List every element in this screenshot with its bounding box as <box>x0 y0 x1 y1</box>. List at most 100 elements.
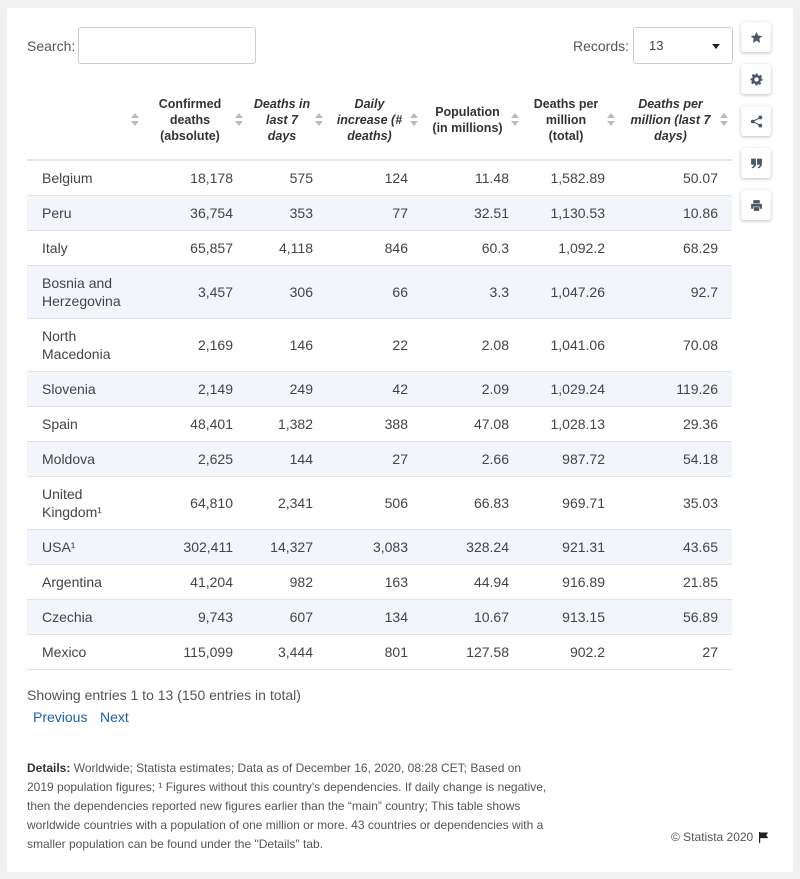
cell-deaths-7-days: 249 <box>247 371 327 407</box>
cell-deaths-per-million-7-days: 29.36 <box>619 406 732 442</box>
share-icon <box>750 115 762 127</box>
details-text: Worldwide; Statista estimates; Data as o… <box>27 761 547 851</box>
previous-button[interactable]: Previous <box>33 709 88 725</box>
sort-icon <box>410 113 418 127</box>
cell-deaths-7-days: 607 <box>247 599 327 635</box>
table-row: United Kingdom¹ 64,810 2,341 506 66.83 969.71… <box>27 476 732 530</box>
cell-population: 10.67 <box>422 599 523 635</box>
records-label: Records: <box>573 38 630 54</box>
column-header-deaths-7-days[interactable]: Deaths in last 7 days <box>247 80 327 161</box>
cell-daily-increase: 3,083 <box>327 529 422 565</box>
column-header-country[interactable] <box>27 80 143 161</box>
sort-icon <box>720 113 728 127</box>
search-label: Search: <box>27 38 76 54</box>
cell-deaths-7-days: 353 <box>247 195 327 231</box>
cell-deaths-per-million: 902.2 <box>523 634 619 670</box>
cell-country: United Kingdom¹ <box>27 476 143 530</box>
star-icon <box>750 31 762 43</box>
table-row: Belgium 18,178 575 124 11.48 1,582.89 50.07 <box>27 160 732 196</box>
cell-deaths-per-million-7-days: 56.89 <box>619 599 732 635</box>
cell-deaths-per-million: 1,047.26 <box>523 265 619 319</box>
cell-deaths-per-million-7-days: 43.65 <box>619 529 732 565</box>
next-button[interactable]: Next <box>100 709 129 725</box>
settings-button[interactable] <box>741 64 771 94</box>
sort-icon <box>131 113 139 127</box>
cell-deaths-per-million: 913.15 <box>523 599 619 635</box>
print-icon <box>750 199 762 211</box>
cell-daily-increase: 163 <box>327 564 422 600</box>
details-label: Details: <box>27 761 71 775</box>
favorite-button[interactable] <box>741 22 771 52</box>
cell-population: 32.51 <box>422 195 523 231</box>
cell-confirmed-deaths: 18,178 <box>143 160 247 196</box>
column-header-deaths-per-million[interactable]: Deaths per million (total) <box>523 80 619 161</box>
copyright: © Statista 2020 <box>671 830 769 844</box>
cell-population: 3.3 <box>422 265 523 319</box>
data-table: Confirmed deaths (absolute) Deaths in la… <box>27 80 732 670</box>
cell-daily-increase: 22 <box>327 318 422 372</box>
cell-deaths-per-million-7-days: 92.7 <box>619 265 732 319</box>
cell-deaths-7-days: 1,382 <box>247 406 327 442</box>
cell-daily-increase: 124 <box>327 160 422 196</box>
table-row: Argentina 41,204 982 163 44.94 916.89 21.85 <box>27 564 732 600</box>
table-body: Belgium 18,178 575 124 11.48 1,582.89 50.07 Per… <box>27 160 732 670</box>
cell-confirmed-deaths: 65,857 <box>143 230 247 266</box>
cell-deaths-7-days: 3,444 <box>247 634 327 670</box>
cell-population: 66.83 <box>422 476 523 530</box>
cell-deaths-per-million-7-days: 68.29 <box>619 230 732 266</box>
cell-country: Peru <box>27 195 143 231</box>
column-header-daily-increase[interactable]: Daily increase (# deaths) <box>327 80 422 161</box>
column-header-confirmed-deaths[interactable]: Confirmed deaths (absolute) <box>143 80 247 161</box>
cell-population: 2.09 <box>422 371 523 407</box>
records-select[interactable]: 13 <box>633 27 733 64</box>
cell-deaths-per-million: 1,028.13 <box>523 406 619 442</box>
print-button[interactable] <box>741 190 771 220</box>
column-header-population[interactable]: Population (in millions) <box>422 80 523 161</box>
cell-deaths-7-days: 2,341 <box>247 476 327 530</box>
cell-confirmed-deaths: 9,743 <box>143 599 247 635</box>
table-row: Bosnia and Herzegovina 3,457 306 66 3.3 1,047… <box>27 265 732 319</box>
cell-deaths-per-million-7-days: 70.08 <box>619 318 732 372</box>
share-button[interactable] <box>741 106 771 136</box>
cell-daily-increase: 388 <box>327 406 422 442</box>
cell-confirmed-deaths: 115,099 <box>143 634 247 670</box>
cell-country: North Macedonia <box>27 318 143 372</box>
table-row: Moldova 2,625 144 27 2.66 987.72 54.18 <box>27 441 732 477</box>
cell-confirmed-deaths: 2,625 <box>143 441 247 477</box>
cell-confirmed-deaths: 2,149 <box>143 371 247 407</box>
table-row: Italy 65,857 4,118 846 60.3 1,092.2 68.29 <box>27 230 732 266</box>
copyright-text[interactable]: © Statista 2020 <box>671 830 754 844</box>
search-input[interactable] <box>78 27 256 64</box>
table-card: Search: Records: 13 Confirmed deaths (ab… <box>7 8 793 872</box>
quote-icon <box>750 158 762 168</box>
cell-country: Argentina <box>27 564 143 600</box>
cell-country: Czechia <box>27 599 143 635</box>
cell-country: USA¹ <box>27 529 143 565</box>
cell-deaths-per-million-7-days: 21.85 <box>619 564 732 600</box>
cell-country: Bosnia and Herzegovina <box>27 265 143 319</box>
cell-deaths-7-days: 144 <box>247 441 327 477</box>
cell-daily-increase: 66 <box>327 265 422 319</box>
cell-population: 127.58 <box>422 634 523 670</box>
cell-confirmed-deaths: 64,810 <box>143 476 247 530</box>
cell-deaths-per-million-7-days: 35.03 <box>619 476 732 530</box>
cell-deaths-7-days: 575 <box>247 160 327 196</box>
column-header-deaths-per-million-7-days[interactable]: Deaths per million (last 7 days) <box>619 80 732 161</box>
table-row: USA¹ 302,411 14,327 3,083 328.24 921.31 43.65 <box>27 529 732 565</box>
cell-deaths-per-million: 1,130.53 <box>523 195 619 231</box>
entries-info: Showing entries 1 to 13 (150 entries in … <box>27 687 301 703</box>
cell-deaths-per-million-7-days: 10.86 <box>619 195 732 231</box>
gear-icon <box>750 73 762 85</box>
cell-population: 328.24 <box>422 529 523 565</box>
cell-daily-increase: 77 <box>327 195 422 231</box>
cite-button[interactable] <box>741 148 771 178</box>
flag-icon[interactable] <box>758 831 769 843</box>
cell-deaths-per-million: 1,041.06 <box>523 318 619 372</box>
cell-daily-increase: 846 <box>327 230 422 266</box>
cell-deaths-7-days: 146 <box>247 318 327 372</box>
cell-country: Mexico <box>27 634 143 670</box>
cell-daily-increase: 801 <box>327 634 422 670</box>
cell-deaths-per-million-7-days: 119.26 <box>619 371 732 407</box>
cell-country: Moldova <box>27 441 143 477</box>
cell-confirmed-deaths: 3,457 <box>143 265 247 319</box>
